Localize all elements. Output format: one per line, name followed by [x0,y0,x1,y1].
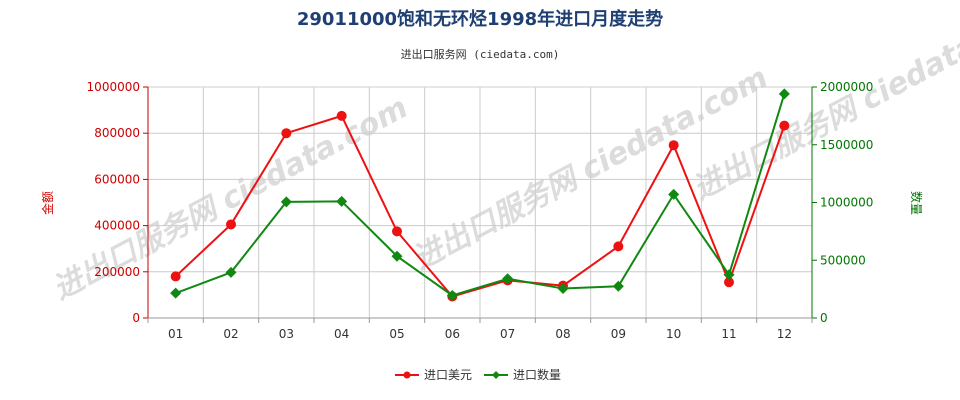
x-tick-label: 04 [334,327,349,341]
series-0-point [668,140,679,151]
x-tick-label: 02 [223,327,238,341]
y-left-tick-label: 600000 [94,172,140,186]
series-0-point [613,241,624,252]
y-left-tick-label: 0 [132,311,140,325]
chart-subtitle: 进出口服务网 (ciedata.com) [401,47,560,61]
series-line-0 [174,114,786,298]
y-right-axis-label: 数量 [909,191,924,215]
x-tick-label: 08 [555,327,570,341]
series-0-point [336,110,347,121]
series-1-point [225,266,237,278]
series-1-point [446,289,458,301]
y-left-tick-label: 400000 [94,219,140,233]
series-1-point [557,283,569,295]
series-1-point [723,269,735,281]
x-tick-label: 09 [611,327,626,341]
x-tick-label: 11 [721,327,736,341]
y-left-axis-label: 金额 [40,191,55,215]
series-1-point [280,196,292,208]
series-0-point [779,120,790,131]
x-tick-label: 01 [168,327,183,341]
legend-label-import-quantity: 进口数量 [513,367,561,382]
series-1-point [170,287,182,299]
x-tick-label: 07 [500,327,515,341]
y-right-tick-label: 500000 [820,253,866,267]
x-tick-label: 03 [279,327,294,341]
series-0-point [170,271,181,282]
y-left-tick-label: 800000 [94,126,140,140]
series-1-point [502,273,514,285]
x-tick-label: 06 [445,327,460,341]
x-tick-label: 12 [777,327,792,341]
series-0-point [392,226,402,237]
x-tick-label: 10 [666,327,681,341]
series-layer [170,88,790,302]
legend: 进口美元 进口数量 [395,367,561,382]
y-left-tick-label: 1000000 [87,80,140,94]
chart-title: 29011000饱和无环烃1998年进口月度走势 [297,8,663,30]
series-1-point [778,88,790,100]
legend-item-import-usd[interactable]: 进口美元 [395,368,472,382]
y-left-tick-label: 200000 [94,265,140,279]
series-1-point [668,188,680,200]
x-tick-label: 05 [389,327,404,341]
series-0-point [226,219,236,230]
series-line-1 [175,93,786,297]
legend-label-import-usd: 进口美元 [424,368,472,382]
y-right-tick-label: 2000000 [820,80,873,94]
series-0-point [281,128,292,139]
y-right-tick-label: 1000000 [820,196,873,210]
axes: 0 200000 400000 600000 800000 1000000 0 500000 1… [87,80,874,341]
legend-item-import-quantity[interactable]: 进口数量 [484,367,561,382]
series-1-point [391,250,403,262]
y-right-tick-label: 1500000 [820,138,873,152]
series-0-point [724,277,734,288]
y-right-tick-label: 0 [820,311,828,325]
series-1-point [336,195,348,207]
series-1-point [612,280,624,292]
